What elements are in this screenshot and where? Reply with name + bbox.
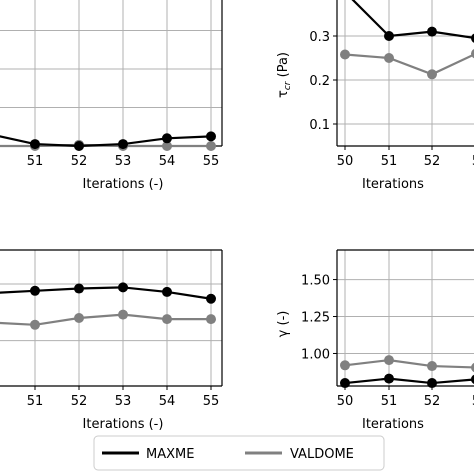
x-tick-label: 52 — [424, 394, 441, 409]
series-line-valdome — [344, 53, 474, 76]
data-point-valdome — [118, 309, 128, 320]
data-point-valdome — [471, 49, 474, 59]
panel-3: 51 52 53 54 55 Iterations (-) — [0, 249, 223, 432]
data-point-valdome — [340, 360, 350, 371]
series-line-maxme — [0, 286, 212, 300]
x-axis-title: Iterations (-) — [83, 177, 164, 192]
x-tick-label: 52 — [424, 154, 441, 169]
data-point-valdome — [427, 361, 437, 372]
data-point-maxme — [30, 139, 40, 150]
data-point-maxme — [427, 378, 437, 389]
x-axis-title: Iterations (-) — [83, 417, 164, 432]
y-tick-label: 1.00 — [301, 347, 330, 362]
panel-1: 51 52 53 54 55 Iterations (-) — [0, 0, 223, 192]
x-axis-title: Iterations — [362, 177, 424, 192]
legend-label-maxme: MAXME — [146, 447, 194, 462]
data-point-maxme — [30, 285, 40, 296]
data-point-maxme — [340, 378, 350, 389]
x-tick-label: 52 — [71, 154, 88, 169]
data-point-valdome — [162, 314, 172, 325]
x-tick-label: 52 — [71, 394, 88, 409]
x-tick-label: 51 — [27, 394, 44, 409]
series-line-valdome — [0, 313, 211, 326]
data-point-valdome — [206, 314, 216, 325]
x-tick-label: 53 — [115, 394, 132, 409]
data-point-valdome — [471, 362, 474, 373]
series-line-maxme — [0, 135, 212, 148]
data-point-maxme — [384, 31, 394, 41]
legend-label-valdome: VALDOME — [290, 447, 354, 462]
y-axis-title: τcr (Pa) — [276, 52, 293, 98]
data-point-maxme — [471, 374, 474, 384]
x-axis-title: Iterations — [362, 417, 424, 432]
data-point-valdome — [384, 53, 394, 63]
data-point-maxme — [118, 282, 128, 293]
data-point-maxme — [74, 141, 84, 151]
x-tick-label: 50 — [337, 154, 354, 169]
data-point-maxme — [427, 26, 437, 37]
x-tick-label: 51 — [381, 154, 398, 169]
y-tick-label: 0.4 — [309, 0, 330, 1]
data-point-maxme — [206, 293, 216, 304]
x-tick-label: 55 — [203, 394, 220, 409]
x-tick-label: 53 — [115, 154, 132, 169]
data-point-maxme — [206, 131, 216, 142]
x-tick-label: 54 — [159, 394, 176, 409]
data-point-maxme — [162, 286, 172, 297]
data-point-valdome — [384, 355, 394, 366]
y-tick-label: 0.3 — [309, 30, 330, 45]
data-point-valdome — [74, 313, 84, 323]
y-axis-title: γ (-) — [276, 311, 291, 338]
x-tick-label: 51 — [27, 154, 44, 169]
y-tick-label: 1.25 — [301, 311, 330, 326]
data-point-maxme — [384, 373, 394, 384]
series-line-maxme — [351, 0, 474, 40]
x-tick-label: 54 — [159, 154, 176, 169]
x-tick-label: 55 — [203, 154, 220, 169]
legend-box — [93, 435, 385, 471]
x-tick-label: 50 — [337, 394, 354, 409]
data-point-maxme — [74, 283, 84, 294]
x-tick-label: 51 — [381, 394, 398, 409]
data-point-valdome — [427, 69, 437, 80]
series-line-maxme — [344, 377, 474, 385]
data-point-maxme — [471, 33, 474, 43]
panel-2: 50 51 52 5 Iterations 0.1 0.2 0.3 0.4 τcr (Pa) — [276, 0, 474, 192]
x-tick-label: 5 — [472, 394, 474, 409]
y-tick-label: 0.1 — [309, 118, 330, 133]
series-line-valdome — [344, 359, 474, 369]
data-point-valdome — [30, 319, 40, 330]
x-tick-label: 5 — [472, 154, 474, 169]
data-point-valdome — [340, 49, 350, 60]
data-point-maxme — [162, 133, 172, 144]
y-tick-label: 1.50 — [301, 274, 330, 289]
data-point-valdome — [162, 141, 172, 151]
legend: MAXME VALDOME — [93, 435, 385, 471]
panel-4: 50 51 52 5 Iterations 1.00 1.25 1.50 γ (-) — [276, 249, 474, 432]
y-tick-label: 0.2 — [309, 74, 330, 89]
data-point-valdome — [206, 141, 216, 151]
data-point-maxme — [118, 139, 128, 150]
